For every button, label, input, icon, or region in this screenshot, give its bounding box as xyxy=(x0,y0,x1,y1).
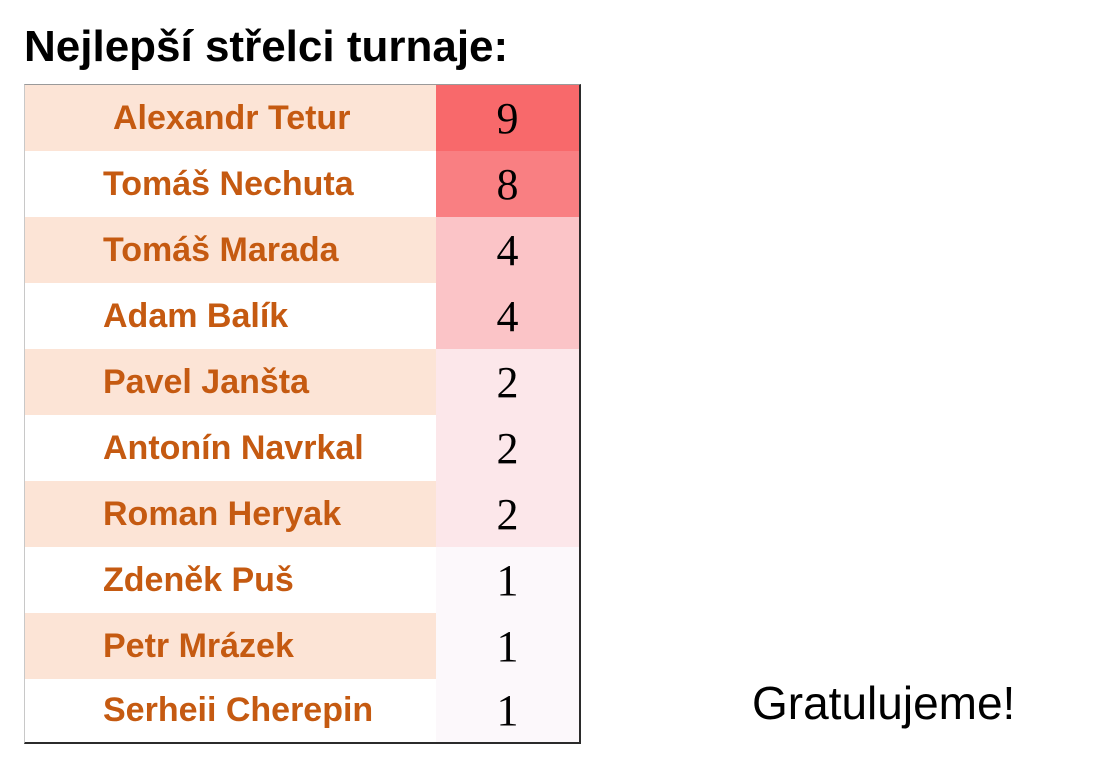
player-name: Tomáš Nechuta xyxy=(25,151,436,217)
goals-count: 2 xyxy=(436,349,579,415)
table-row: Tomáš Marada 4 xyxy=(25,217,579,283)
goals-count: 1 xyxy=(436,547,579,613)
table-row: Pavel Janšta 2 xyxy=(25,349,579,415)
table-row: Zdeněk Puš 1 xyxy=(25,547,579,613)
player-name: Zdeněk Puš xyxy=(25,547,436,613)
player-name: Roman Heryak xyxy=(25,481,436,547)
player-name: Petr Mrázek xyxy=(25,613,436,679)
goals-count: 9 xyxy=(436,85,579,151)
table-row: Serheii Cherepin 1 xyxy=(25,679,579,742)
table-row: Adam Balík 4 xyxy=(25,283,579,349)
player-name: Antonín Navrkal xyxy=(25,415,436,481)
goals-count: 2 xyxy=(436,415,579,481)
goals-count: 8 xyxy=(436,151,579,217)
table-row: Roman Heryak 2 xyxy=(25,481,579,547)
table-row: Tomáš Nechuta 8 xyxy=(25,151,579,217)
table-row: Alexandr Tetur 9 xyxy=(25,85,579,151)
goals-count: 1 xyxy=(436,613,579,679)
goals-count: 2 xyxy=(436,481,579,547)
player-name: Tomáš Marada xyxy=(25,217,436,283)
player-name: Adam Balík xyxy=(25,283,436,349)
goals-count: 4 xyxy=(436,217,579,283)
table-row: Antonín Navrkal 2 xyxy=(25,415,579,481)
player-name: Serheii Cherepin xyxy=(25,679,436,742)
goals-count: 4 xyxy=(436,283,579,349)
player-name: Alexandr Tetur xyxy=(25,85,436,151)
goals-count: 1 xyxy=(436,679,579,742)
congratulations-text: Gratulujeme! xyxy=(752,677,1016,729)
scorers-table: Alexandr Tetur 9 Tomáš Nechuta 8 Tomáš M… xyxy=(24,84,581,744)
table-row: Petr Mrázek 1 xyxy=(25,613,579,679)
page-title: Nejlepší střelci turnaje: xyxy=(24,22,509,71)
player-name: Pavel Janšta xyxy=(25,349,436,415)
